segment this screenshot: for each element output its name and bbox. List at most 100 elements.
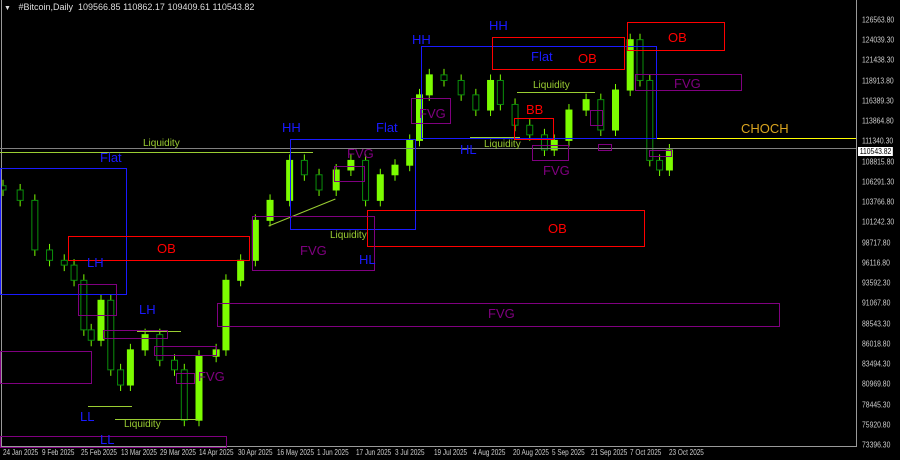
symbol-label: #Bitcoin,Daily: [18, 2, 73, 12]
candle: [60, 259, 68, 266]
chart-left-border: [1, 0, 2, 446]
order-block-label: OB: [157, 241, 176, 256]
candle: [126, 349, 134, 386]
fvg-box: [217, 303, 780, 327]
date-tick-label: 25 Feb 2025: [81, 448, 118, 457]
price-tick-label: 116389.30: [862, 96, 894, 106]
candle: [472, 94, 480, 111]
fvg-box: [252, 216, 375, 271]
candle: [87, 329, 95, 341]
candle: [332, 169, 340, 191]
candle: [222, 279, 230, 351]
date-tick-label: 4 Aug 2025: [473, 448, 506, 457]
fvg-box: [154, 346, 217, 356]
candle: [425, 74, 433, 96]
fvg-box: [635, 74, 742, 91]
order-block-label: OB: [548, 221, 567, 236]
candle: [141, 334, 149, 351]
high-value: 110862.17: [123, 2, 165, 12]
fvg-box: [532, 145, 569, 161]
flat-label: Flat: [376, 120, 398, 135]
price-tick-label: 113864.80: [862, 116, 894, 126]
liquidity-label: Liquidity: [533, 80, 570, 91]
date-tick-label: 9 Feb 2025: [42, 448, 75, 457]
date-tick-label: 23 Oct 2025: [669, 448, 705, 457]
fvg-box: [0, 351, 92, 384]
higher-high-label: HH: [282, 120, 301, 135]
price-tick-label: 126563.80: [862, 15, 895, 25]
choch-label: CHOCH: [741, 121, 789, 136]
higher-high-label: HH: [412, 32, 431, 47]
price-tick-label: 73396.30: [862, 440, 891, 450]
fvg-box: [411, 98, 451, 124]
time-axis-line: [0, 446, 857, 447]
candle: [597, 99, 605, 131]
lower-high-label: LH: [139, 302, 156, 317]
candle: [117, 369, 125, 386]
flat-range-box: [0, 168, 127, 295]
date-tick-label: 24 Jan 2025: [3, 448, 39, 457]
candle: [97, 299, 105, 341]
price-tick-label: 106291.30: [862, 177, 895, 187]
price-tick-label: 103766.80: [862, 197, 895, 207]
higher-low-label: HL: [460, 142, 477, 157]
price-tick-label: 78445.30: [862, 400, 891, 410]
flat-range-box: [421, 46, 657, 139]
fvg-label: FVG: [543, 163, 570, 178]
fvg-box: [78, 284, 117, 316]
fvg-box: [598, 144, 612, 151]
date-tick-label: 19 Jul 2025: [434, 448, 468, 457]
candle: [315, 174, 323, 191]
fvg-box: [649, 150, 672, 157]
candle: [347, 159, 355, 171]
candle: [156, 334, 164, 361]
triangle-down-icon[interactable]: ▼: [4, 5, 11, 12]
price-tick-label: 86018.80: [862, 339, 891, 349]
chart-header: ▼ #Bitcoin,Daily 109566.85 110862.17 109…: [4, 2, 254, 12]
date-tick-label: 14 Apr 2025: [199, 448, 234, 457]
fvg-label: FVG: [674, 76, 701, 91]
candle: [376, 174, 384, 201]
order-block-box: [492, 37, 625, 70]
current-price-tag: 110543.82: [858, 147, 894, 156]
order-block-label: OB: [578, 51, 597, 66]
price-tick-label: 75920.80: [862, 420, 891, 430]
candle: [540, 134, 548, 151]
fvg-label: FVG: [347, 146, 374, 161]
lower-low-label: LL: [80, 409, 95, 424]
candle: [107, 299, 115, 371]
price-tick-label: 80969.80: [862, 379, 891, 389]
candle: [406, 139, 414, 166]
fvg-box: [176, 373, 195, 384]
date-tick-label: 7 Oct 2025: [630, 448, 662, 457]
price-tick-label: 108815.80: [862, 157, 895, 167]
candle: [646, 79, 654, 161]
date-tick-label: 20 Aug 2025: [512, 448, 549, 457]
date-tick-label: 3 Jul 2025: [395, 448, 425, 457]
liquidity-line: [470, 137, 520, 138]
liquidity-line: [0, 152, 313, 153]
higher-high-label: HH: [489, 18, 508, 33]
price-tick-label: 83494.30: [862, 359, 891, 369]
fvg-label: FVG: [488, 306, 515, 321]
fvg-label: FVG: [419, 106, 446, 121]
candle: [286, 159, 294, 201]
date-tick-label: 21 Sep 2025: [591, 448, 628, 457]
liquidity-line: [115, 419, 198, 420]
price-axis-line: [856, 0, 857, 446]
candle: [180, 369, 188, 421]
flat-label: Flat: [531, 49, 553, 64]
candle: [391, 164, 399, 176]
candle: [656, 159, 664, 171]
open-value: 109566.85: [78, 2, 121, 12]
flat-range-box: [290, 139, 416, 230]
date-tick-label: 16 May 2025: [277, 448, 315, 457]
flat-label: Flat: [100, 150, 122, 165]
order-block-box: [627, 22, 725, 51]
price-tick-label: 88543.30: [862, 319, 891, 329]
candle: [46, 249, 54, 261]
current-price-line: [0, 148, 856, 149]
price-tick-label: 124039.30: [862, 35, 895, 45]
date-tick-label: 13 Mar 2025: [120, 448, 157, 457]
